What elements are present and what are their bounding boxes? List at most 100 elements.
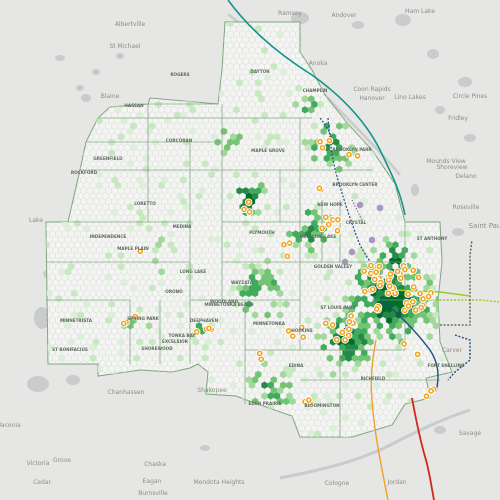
- place-label-victoria: Victoria: [27, 460, 50, 467]
- red-line: [411, 397, 435, 500]
- location-marker[interactable]: [297, 323, 306, 332]
- blue-line-dashed: [327, 117, 386, 281]
- location-marker[interactable]: [409, 283, 418, 291]
- location-marker[interactable]: [322, 319, 330, 328]
- location-marker[interactable]: [422, 392, 431, 400]
- location-marker[interactable]: [393, 267, 402, 276]
- location-marker[interactable]: [427, 387, 435, 395]
- location-marker[interactable]: [375, 262, 384, 271]
- location-marker[interactable]: [284, 327, 293, 335]
- location-marker[interactable]: [369, 285, 377, 294]
- location-marker[interactable]: [404, 290, 412, 298]
- location-marker[interactable]: [372, 268, 380, 276]
- location-marker[interactable]: [192, 328, 201, 336]
- municipality-label-independence: INDEPENDENCE: [90, 234, 127, 239]
- location-marker[interactable]: [376, 281, 384, 290]
- density-hexes-special: [341, 201, 384, 266]
- location-marker[interactable]: [131, 312, 139, 321]
- location-marker[interactable]: [372, 305, 381, 313]
- municipal-boundaries: [46, 103, 440, 437]
- water-body: [92, 69, 100, 75]
- location-marker[interactable]: [404, 302, 413, 310]
- location-marker[interactable]: [332, 335, 341, 344]
- location-marker[interactable]: [333, 226, 342, 235]
- municipality-label-shorewood: SHOREWOOD: [141, 346, 173, 351]
- location-marker[interactable]: [367, 261, 375, 270]
- location-marker[interactable]: [345, 318, 354, 326]
- location-marker[interactable]: [316, 137, 324, 146]
- place-label-albertville: Albertville: [115, 21, 146, 28]
- location-marker[interactable]: [338, 328, 347, 337]
- water-body: [427, 49, 439, 59]
- location-marker[interactable]: [244, 198, 253, 206]
- location-marker[interactable]: [417, 303, 425, 312]
- location-marker[interactable]: [328, 321, 337, 329]
- location-marker[interactable]: [324, 220, 333, 229]
- location-marker[interactable]: [360, 267, 368, 275]
- location-marker[interactable]: [345, 325, 353, 333]
- location-marker[interactable]: [416, 289, 424, 298]
- municipality-label-corcoran: CORCORAN: [166, 138, 193, 143]
- location-marker[interactable]: [409, 266, 417, 275]
- location-marker[interactable]: [288, 332, 297, 340]
- location-marker[interactable]: [315, 184, 324, 193]
- municipality-label-golden-valley: GOLDEN VALLEY: [314, 264, 353, 269]
- location-marker[interactable]: [353, 152, 362, 160]
- municipality-label-long-lake: LONG LAKE: [180, 269, 207, 274]
- place-label-waconia: Waconia: [0, 422, 21, 429]
- location-marker[interactable]: [386, 270, 395, 278]
- location-marker[interactable]: [255, 349, 264, 358]
- outer-place-labels: Albertville Ramsey Andover Ham Lake St Micha…: [0, 8, 500, 497]
- location-marker[interactable]: [424, 292, 433, 301]
- municipality-label-wayzata: WAYZATA: [231, 280, 254, 285]
- municipality-label-dayton: DAYTON: [250, 69, 270, 74]
- location-marker[interactable]: [385, 282, 394, 290]
- location-marker[interactable]: [400, 340, 408, 348]
- location-marker[interactable]: [318, 224, 326, 233]
- location-marker[interactable]: [245, 208, 254, 216]
- place-label-chanhassen: Chanhassen: [108, 389, 145, 396]
- location-marker[interactable]: [341, 336, 349, 344]
- location-marker[interactable]: [322, 213, 330, 221]
- location-marker[interactable]: [384, 289, 393, 297]
- municipality-label-eden-prairie: EDEN PRAIRIE: [249, 401, 282, 406]
- location-marker[interactable]: [370, 275, 379, 284]
- location-marker[interactable]: [325, 136, 334, 145]
- water-body: [435, 106, 445, 114]
- place-label-eagan: Eagan: [143, 478, 162, 485]
- municipality-labels: ROGERS DAYTON HASSAN CHAMPLIN CORCORAN MAPLE …: [52, 69, 465, 408]
- location-marker[interactable]: [283, 252, 292, 261]
- water-body: [291, 12, 309, 24]
- location-marker[interactable]: [366, 269, 375, 278]
- location-marker[interactable]: [299, 333, 307, 341]
- place-label-coon-rapids: Coon Rapids: [353, 86, 390, 93]
- municipality-label-champlin: CHAMPLIN: [303, 88, 328, 93]
- location-marker[interactable]: [345, 150, 353, 159]
- location-marker[interactable]: [414, 273, 423, 282]
- location-marker[interactable]: [347, 312, 355, 320]
- location-marker[interactable]: [285, 239, 294, 247]
- municipality-label-maple-grove: MAPLE GROVE: [251, 148, 285, 153]
- location-marker[interactable]: [240, 205, 248, 214]
- location-marker[interactable]: [413, 350, 422, 359]
- location-marker[interactable]: [334, 215, 342, 224]
- municipality-label-deephaven: DEEPHAVEN: [190, 318, 219, 323]
- location-marker[interactable]: [411, 306, 420, 314]
- municipality-label-minnetrista: MINNETRISTA: [60, 318, 93, 323]
- location-markers: [119, 136, 438, 407]
- location-marker[interactable]: [401, 265, 409, 274]
- location-marker[interactable]: [136, 247, 144, 256]
- place-label-cologne: Cologne: [325, 480, 350, 487]
- place-label-shakopee: Shakopee: [197, 387, 227, 394]
- location-marker[interactable]: [397, 274, 405, 282]
- location-marker[interactable]: [280, 240, 288, 249]
- place-label-delano: Delano: [455, 173, 476, 180]
- location-marker[interactable]: [305, 396, 313, 404]
- location-marker[interactable]: [205, 324, 213, 333]
- place-label-blaine: Blaine: [101, 93, 120, 100]
- location-marker[interactable]: [318, 144, 327, 152]
- location-marker[interactable]: [119, 319, 128, 328]
- location-marker[interactable]: [361, 287, 369, 296]
